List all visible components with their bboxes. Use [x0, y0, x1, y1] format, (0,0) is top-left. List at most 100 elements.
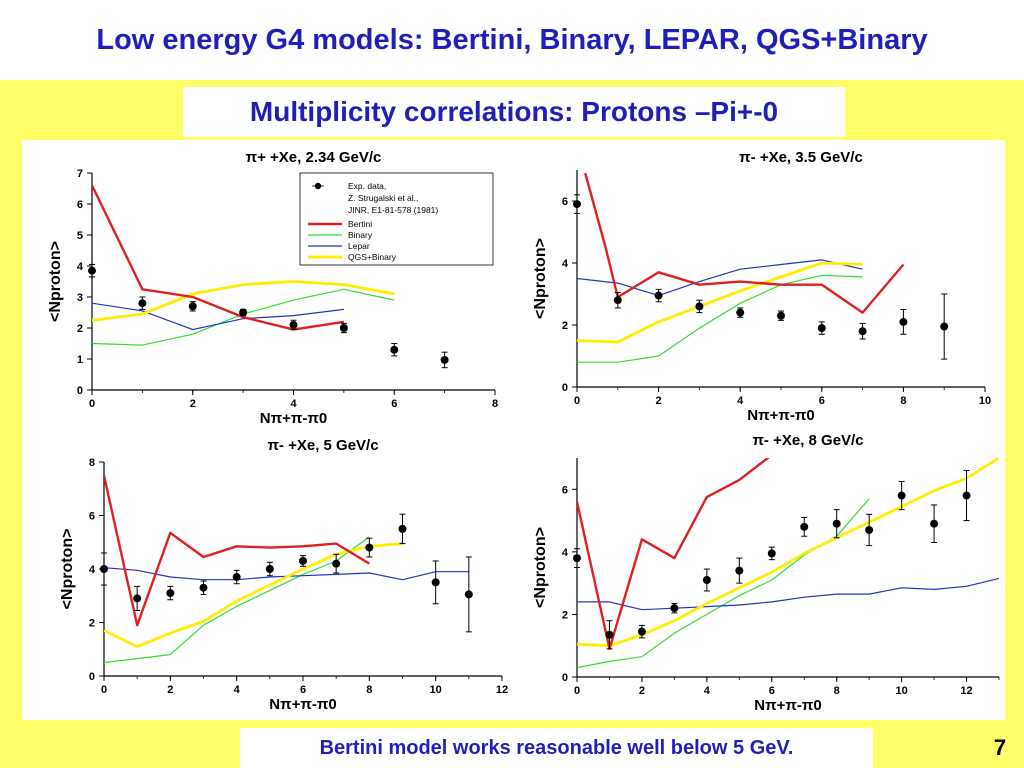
chart-title: π+ +Xe, 2.34 GeV/c — [246, 149, 382, 166]
y-tick-label: 8 — [89, 457, 95, 469]
y-tick-label: 0 — [562, 382, 568, 394]
y-tick-label: 3 — [77, 292, 83, 304]
chart-panel-8-gev: 0 2 4 6 8 10 12 0 2 4 6 π- +Xe, 8 GeV/c Nπ+π-π0 <Npro… — [532, 432, 1000, 714]
legend: Exp. data, Z. Strugalski et al., JINR, E1-… — [299, 172, 494, 266]
y-tick-label: 2 — [562, 609, 568, 621]
legend-label: Exp. data, — [348, 181, 386, 191]
exp-data-point — [940, 322, 949, 331]
x-axis-label: Nπ+π-π0 — [269, 696, 336, 713]
y-tick-label: 6 — [562, 484, 568, 496]
legend-box — [299, 172, 494, 266]
plots-area: 0 2 4 6 8 0 1 2 3 4 5 6 7 π+ +Xe, 2.34 GeV/c Nπ+π-π0 <N… — [22, 140, 1005, 720]
exp-data-point — [702, 576, 711, 585]
x-axis-label: Nπ+π-π0 — [747, 407, 814, 424]
exp-data-point — [332, 559, 341, 568]
x-tick-label: 0 — [574, 685, 580, 697]
exp-data-point — [239, 308, 248, 317]
exp-data-point — [398, 524, 407, 533]
y-axis-label: <Nproton> — [532, 238, 549, 319]
exp-data-point — [817, 324, 826, 333]
exp-data-point — [573, 200, 581, 209]
y-tick-label: 0 — [89, 671, 95, 683]
x-tick-label: 0 — [89, 398, 95, 410]
x-tick-label: 6 — [391, 398, 397, 410]
series-line-lepar — [92, 302, 344, 331]
y-tick-label: 5 — [77, 230, 83, 242]
x-tick-label: 2 — [167, 684, 173, 696]
y-axis-label: <Nproton> — [59, 529, 76, 610]
series-line-qgs — [104, 542, 403, 649]
exp-data-point — [858, 327, 867, 336]
y-tick-label: 2 — [77, 323, 83, 335]
legend-label: Lepar — [348, 241, 370, 251]
series-line-binary — [577, 274, 863, 363]
exp-data-point — [265, 565, 274, 573]
y-tick-label: 7 — [77, 168, 83, 180]
exp-data-point — [962, 491, 971, 500]
y-tick-label: 0 — [77, 385, 83, 397]
chart-panel-3-5-gev: 0 2 4 6 8 10 0 2 4 6 π- +Xe, 3.5 GeV/c Nπ+π-π0 <Npro… — [532, 149, 991, 424]
exp-data-point — [431, 578, 440, 587]
exp-data-point — [133, 594, 142, 603]
exp-data-point — [464, 590, 473, 599]
exp-data-point — [188, 302, 197, 311]
page-title: Low energy G4 models: Bertini, Binary, L… — [0, 0, 1024, 80]
x-tick-label: 10 — [979, 395, 991, 407]
exp-data-point — [897, 491, 906, 500]
exp-data-point — [800, 522, 809, 531]
x-tick-label: 2 — [656, 395, 662, 407]
chart-panel-5-gev: 0 2 4 6 8 10 12 0 2 4 6 8 π- +Xe, 5 GeV/c Nπ+π-π0 <Npr… — [59, 437, 508, 713]
exp-data-point — [390, 345, 399, 354]
exp-data-point — [767, 549, 776, 558]
series-line-bertini — [584, 172, 905, 314]
exp-data-point — [339, 324, 348, 332]
series-line-bertini — [92, 184, 345, 331]
exp-data-point — [166, 589, 175, 598]
slide-subtitle: Multiplicity correlations: Protons –Pi+-… — [183, 87, 845, 137]
y-tick-label: 6 — [77, 199, 83, 211]
page-number: 7 — [993, 735, 1007, 760]
series-line-qgs — [577, 261, 863, 344]
chart-title: π- +Xe, 5 GeV/c — [267, 437, 378, 454]
y-tick-label: 6 — [89, 511, 95, 523]
exp-data-point — [573, 554, 581, 563]
series-line-qgs — [577, 458, 999, 648]
x-tick-label: 2 — [190, 398, 196, 410]
chart-title: π- +Xe, 3.5 GeV/c — [739, 149, 863, 166]
x-tick-label: 6 — [769, 685, 775, 697]
series-group — [577, 172, 905, 363]
exp-data-point — [832, 519, 841, 528]
x-tick-label: 0 — [574, 395, 580, 407]
x-tick-label: 8 — [834, 685, 840, 697]
y-tick-label: 4 — [562, 547, 569, 559]
exp-data-point — [613, 296, 622, 305]
exp-data-point — [735, 566, 744, 575]
y-tick-label: 4 — [89, 564, 96, 576]
y-tick-label: 4 — [562, 258, 569, 270]
y-tick-label: 2 — [89, 618, 95, 630]
exp-data-point — [100, 565, 108, 573]
x-tick-label: 4 — [290, 398, 297, 410]
x-tick-label: 2 — [639, 685, 645, 697]
x-tick-label: 0 — [101, 684, 107, 696]
exp-data-point — [299, 556, 307, 565]
x-tick-label: 10 — [430, 684, 442, 696]
exp-data-point — [865, 525, 874, 534]
x-tick-label: 6 — [300, 684, 306, 696]
x-tick-label: 4 — [737, 395, 744, 407]
series-group — [104, 475, 469, 664]
exp-data-point — [899, 317, 908, 326]
x-tick-label: 6 — [819, 395, 825, 407]
x-tick-label: 12 — [960, 685, 972, 697]
exp-data-point — [365, 543, 374, 552]
legend-label: Z. Strugalski et al., — [348, 193, 418, 203]
y-tick-label: 6 — [562, 196, 568, 208]
series-line-lepar — [577, 259, 863, 297]
x-axis-label: Nπ+π-π0 — [754, 697, 821, 714]
y-tick-label: 4 — [77, 261, 84, 273]
exp-data-point — [654, 291, 663, 300]
y-tick-label: 2 — [562, 320, 568, 332]
y-tick-label: 0 — [562, 672, 568, 684]
exp-data-point — [930, 519, 939, 528]
exp-data-point — [199, 583, 208, 592]
